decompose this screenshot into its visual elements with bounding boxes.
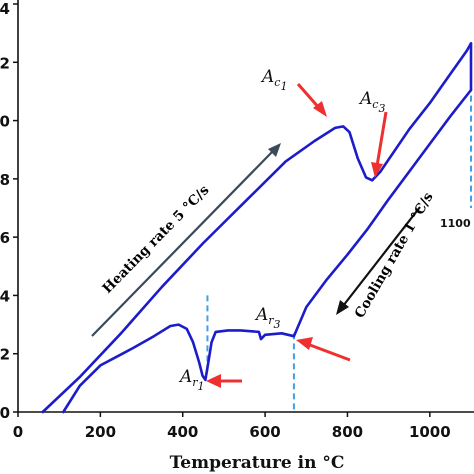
- y-tick-label: 6: [0, 229, 10, 247]
- ac3-label: Ac3: [358, 89, 385, 115]
- y-tick-label: 2: [0, 346, 10, 364]
- x-tick-label: 1000: [409, 423, 451, 441]
- y-tick-label: 8: [0, 171, 10, 189]
- y-tick-label: 14: [0, 0, 10, 18]
- max-temperature-label: 1100: [440, 217, 471, 230]
- series-group: [41, 42, 473, 414]
- x-tick-label: 400: [167, 423, 198, 441]
- temperature-markers: [206, 85, 472, 412]
- ac3-pointer-arrow: [371, 111, 388, 178]
- x-tick-label: 200: [85, 423, 116, 441]
- x-tick-label: 0: [13, 423, 23, 441]
- cooling-curve: [62, 88, 473, 414]
- ar3-label: Ar3: [254, 305, 281, 331]
- ar3-pointer-arrow: [296, 337, 351, 362]
- ar1-pointer-arrow: [206, 374, 242, 388]
- heating-direction-arrow: [91, 143, 281, 337]
- x-axis-title: Temperature in °C: [170, 453, 345, 473]
- y-ticks: 0 2 4 6 8 10 12 14: [0, 0, 18, 422]
- y-tick-label: 4: [0, 287, 10, 305]
- x-tick-label: 600: [249, 423, 280, 441]
- x-ticks: 0 200 400 600 800 1000: [13, 412, 451, 441]
- ac1-pointer-arrow: [296, 83, 327, 117]
- ac1-label: Ac1: [260, 67, 287, 93]
- cooling-direction-arrow: [336, 206, 421, 315]
- x-tick-label: 800: [332, 423, 363, 441]
- y-tick-label: 12: [0, 54, 10, 72]
- axes: [17, 0, 474, 413]
- heating-curve: [41, 42, 473, 414]
- y-tick-label: 10: [0, 113, 10, 131]
- ar1-label: Ar1: [178, 367, 205, 393]
- heating-rate-label: Heating rate 5 °C/s: [99, 182, 212, 297]
- y-tick-label: 0: [0, 404, 10, 422]
- cooling-rate-label: Cooling rate 1 °C/s: [352, 189, 437, 321]
